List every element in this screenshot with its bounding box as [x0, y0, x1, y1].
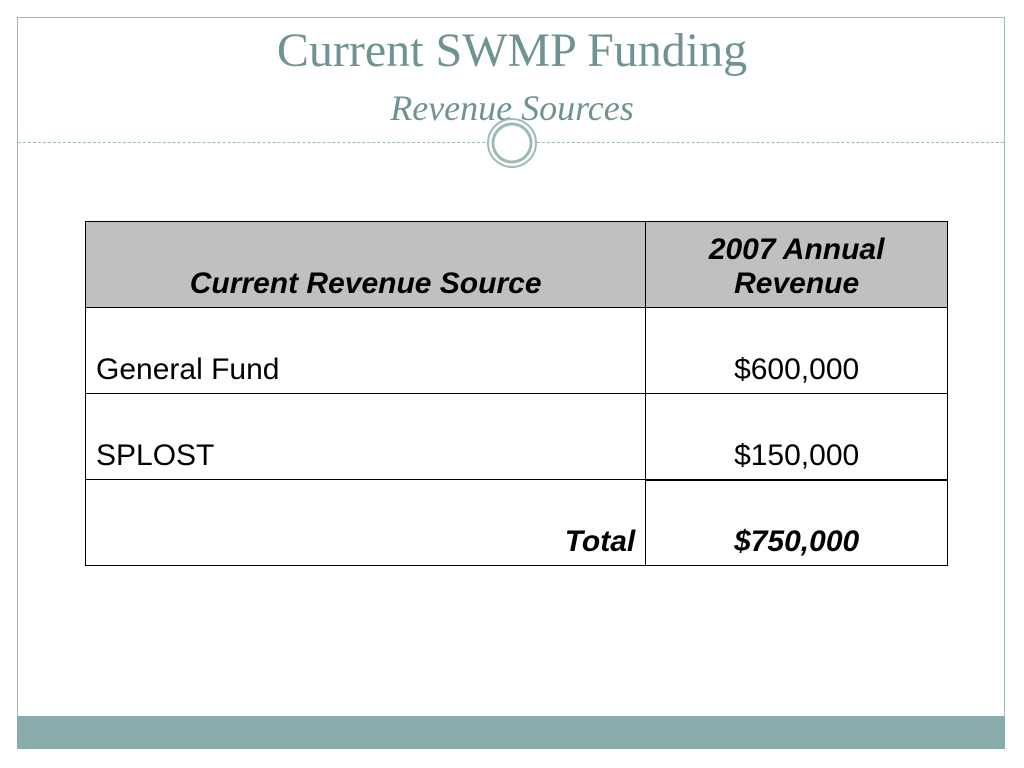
header-amount-line1: 2007 Annual [708, 233, 885, 266]
total-amount: $750,000 [645, 479, 948, 566]
table-row: SPLOST $150,000 [84, 393, 948, 481]
header-source: Current Revenue Source [84, 221, 647, 308]
header-amount: 2007 Annual Revenue [645, 221, 948, 308]
total-label: Total [84, 479, 647, 566]
row-amount: $150,000 [645, 393, 948, 481]
slide-title: Current SWMP Funding [276, 24, 748, 77]
row-source: General Fund [84, 307, 647, 394]
row-amount: $600,000 [645, 307, 948, 394]
table-row: General Fund $600,000 [84, 307, 948, 394]
row-source: SPLOST [84, 393, 647, 480]
header-amount-line2: Revenue [734, 267, 860, 300]
table-total-row: Total $750,000 [84, 479, 948, 566]
circle-ornament-icon [487, 118, 537, 168]
footer-bar [17, 716, 1005, 749]
table-header-row: Current Revenue Source 2007 Annual Reven… [84, 221, 948, 308]
revenue-table: Current Revenue Source 2007 Annual Reven… [84, 221, 948, 566]
